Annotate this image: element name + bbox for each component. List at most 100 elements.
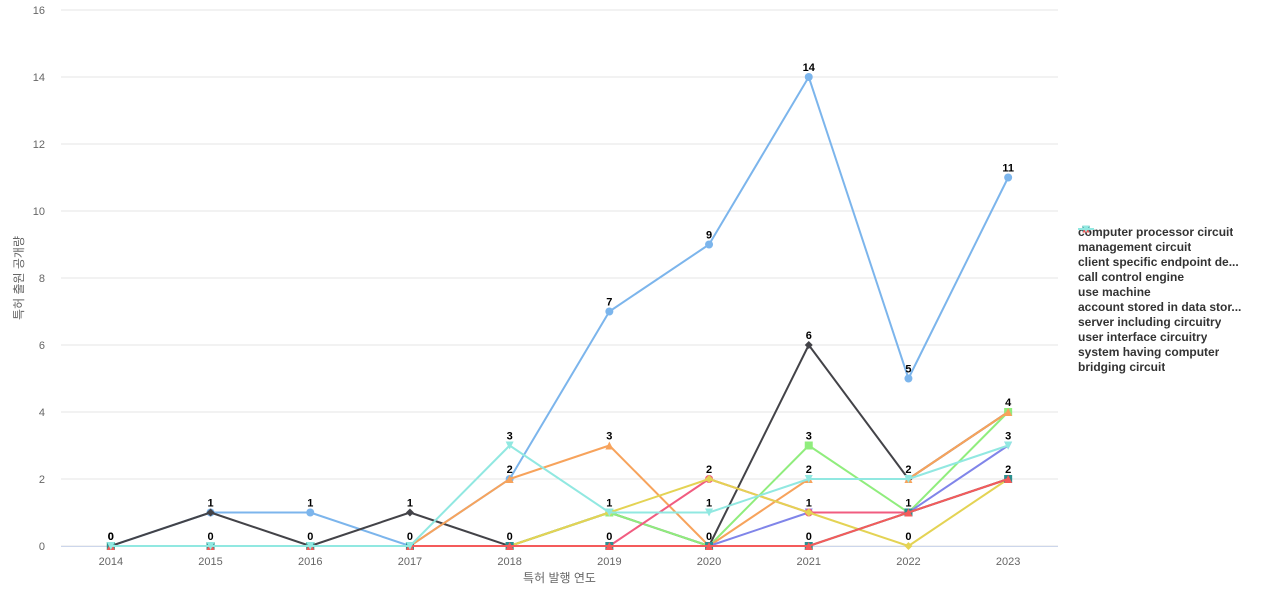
legend-label: client specific endpoint de... — [1078, 254, 1239, 269]
data-label: 2 — [706, 464, 712, 476]
legend-label: bridging circuit — [1078, 359, 1166, 374]
series-line[interactable] — [109, 76, 1010, 547]
legend-label: call control engine — [1078, 269, 1185, 284]
x-tick-label: 2020 — [697, 556, 721, 568]
data-label: 1 — [806, 498, 812, 510]
data-label: 1 — [606, 498, 612, 510]
legend: computer processor circuit management cir… — [1078, 224, 1278, 374]
data-label: 2 — [905, 464, 911, 476]
legend-item[interactable]: call control engine — [1078, 225, 1278, 284]
legend-item[interactable]: system having computer — [1078, 225, 1278, 359]
data-label: 1 — [307, 498, 313, 510]
y-tick-label: 6 — [39, 340, 45, 352]
y-tick-label: 0 — [39, 541, 45, 553]
data-point[interactable] — [804, 341, 813, 349]
data-label: 9 — [706, 230, 712, 242]
data-label: 2 — [806, 464, 812, 476]
legend-item[interactable]: bridging circuit — [1078, 225, 1278, 374]
y-tick-label: 12 — [33, 139, 45, 151]
legend-item[interactable]: client specific endpoint de... — [1078, 225, 1278, 269]
data-label: 1 — [207, 498, 213, 510]
x-tick-label: 2022 — [896, 556, 920, 568]
series-line[interactable] — [109, 344, 1010, 547]
data-point[interactable] — [804, 73, 813, 81]
series-use-machine — [106, 441, 1013, 550]
y-tick-label: 10 — [33, 206, 45, 218]
data-label: 0 — [606, 531, 612, 543]
data-point[interactable] — [405, 508, 414, 517]
x-tick-label: 2017 — [398, 556, 422, 568]
data-point[interactable] — [804, 542, 813, 550]
data-point[interactable] — [1004, 408, 1013, 416]
data-point[interactable] — [804, 475, 813, 483]
legend-item[interactable]: account stored in data stor... — [1078, 225, 1278, 314]
data-point[interactable] — [804, 508, 813, 517]
data-point[interactable] — [1004, 441, 1013, 450]
x-tick-label: 2021 — [797, 556, 821, 568]
legend-item[interactable]: use machine — [1078, 225, 1278, 299]
data-point[interactable] — [804, 441, 813, 450]
legend-item[interactable]: user interface circuitry — [1078, 225, 1278, 344]
data-label: 0 — [407, 531, 413, 543]
data-label: 1 — [407, 498, 413, 510]
data-point[interactable] — [904, 508, 913, 517]
y-tick-label: 8 — [39, 273, 45, 285]
data-point[interactable] — [705, 542, 714, 550]
gridlines — [61, 9, 1058, 547]
data-label: 11 — [1002, 163, 1014, 175]
data-point[interactable] — [306, 542, 315, 550]
data-point[interactable] — [505, 475, 514, 483]
data-label: 6 — [806, 330, 812, 342]
data-label: 0 — [108, 531, 114, 543]
data-label: 0 — [507, 531, 513, 543]
data-point[interactable] — [904, 374, 913, 383]
data-point[interactable] — [605, 542, 614, 550]
data-point[interactable] — [904, 542, 913, 550]
data-label: 14 — [803, 62, 816, 74]
x-axis-title: 특허 발행 연도 — [523, 570, 596, 585]
series-line[interactable] — [109, 444, 1010, 547]
x-tick-label: 2018 — [497, 556, 521, 568]
data-point[interactable] — [1004, 475, 1013, 483]
data-label: 0 — [108, 531, 114, 543]
series-management-circuit — [106, 341, 1013, 550]
series-line[interactable] — [109, 444, 1010, 547]
data-label: 2 — [1005, 464, 1011, 476]
data-point[interactable] — [505, 441, 514, 450]
series-lines — [106, 73, 1013, 550]
data-point[interactable] — [605, 508, 614, 517]
data-point[interactable] — [705, 508, 714, 517]
data-point[interactable] — [904, 475, 913, 483]
x-tick-label: 2015 — [198, 556, 222, 568]
series-bridging-circuit — [106, 441, 1013, 550]
data-point[interactable] — [705, 240, 714, 249]
x-tick-label: 2019 — [597, 556, 621, 568]
data-point[interactable] — [306, 508, 315, 517]
data-point[interactable] — [1004, 173, 1013, 182]
data-label: 0 — [806, 531, 812, 543]
data-label: 3 — [606, 431, 612, 443]
legend-item[interactable]: management circuit — [1078, 225, 1278, 254]
data-point[interactable] — [605, 441, 614, 450]
data-point[interactable] — [206, 508, 215, 517]
data-label: 2 — [507, 464, 513, 476]
data-point[interactable] — [705, 475, 714, 483]
legend-item[interactable]: computer processor circuit — [1078, 224, 1278, 239]
data-point[interactable] — [605, 307, 614, 316]
x-tick-label: 2014 — [99, 556, 123, 568]
data-point[interactable] — [505, 542, 514, 550]
y-tick-label: 4 — [39, 407, 45, 419]
y-tick-label: 14 — [33, 72, 45, 84]
data-label: 7 — [606, 297, 612, 309]
y-tick-label: 2 — [39, 474, 45, 486]
legend-item[interactable]: server including circuitry — [1078, 225, 1278, 329]
legend-label: use machine — [1078, 284, 1151, 299]
legend-symbol — [1078, 225, 1094, 233]
data-point[interactable] — [405, 542, 414, 550]
data-label: 4 — [1005, 397, 1012, 409]
data-point[interactable] — [206, 542, 215, 550]
legend-label: user interface circuitry — [1078, 329, 1208, 344]
data-point[interactable] — [106, 542, 115, 550]
